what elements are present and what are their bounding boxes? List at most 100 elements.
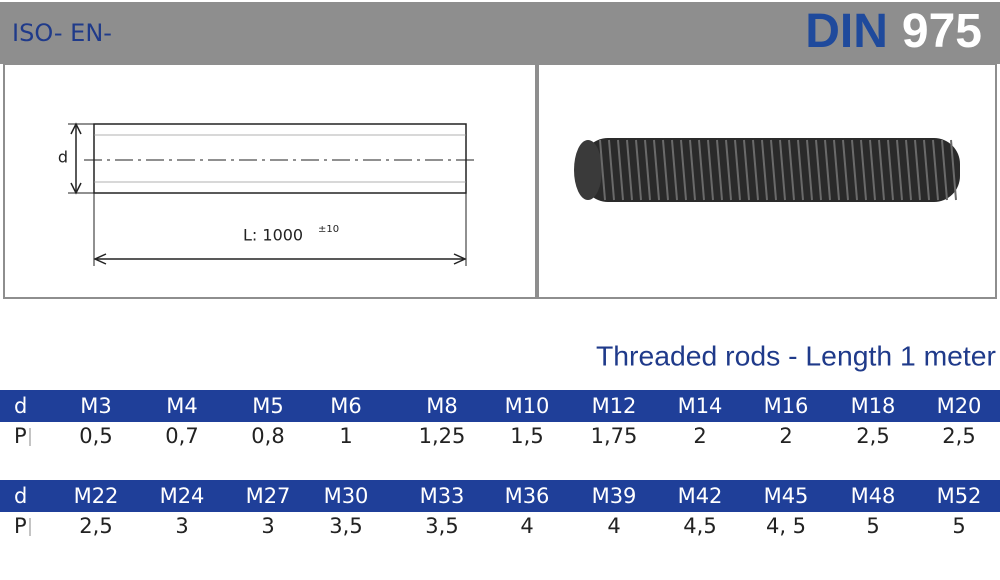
thread xyxy=(815,139,822,201)
subtitle: Threaded rods - Length 1 meter xyxy=(596,340,996,371)
thread xyxy=(941,139,948,201)
pitch-cell: 2,5 xyxy=(856,424,889,448)
thread xyxy=(752,139,759,201)
pitch-cell: 4, 5 xyxy=(766,514,806,538)
header-cell: M30 xyxy=(324,484,369,508)
pitch-cell: 3 xyxy=(175,514,188,538)
pitch-cell: P xyxy=(14,514,27,538)
standard-label: ISO- EN- xyxy=(12,19,112,47)
thread xyxy=(851,139,858,201)
header-cell: M16 xyxy=(764,394,809,418)
thread xyxy=(761,139,768,201)
header-row xyxy=(0,480,1000,512)
thread xyxy=(626,139,633,201)
pitch-cell: 3 xyxy=(261,514,274,538)
din-title: DIN 975 xyxy=(805,5,982,58)
pitch-cell: 0,5 xyxy=(79,424,112,448)
header-cell: M33 xyxy=(420,484,465,508)
thread xyxy=(716,139,723,201)
thread xyxy=(689,139,696,201)
pitch-cell: 1,25 xyxy=(419,424,466,448)
pitch-cell: 2 xyxy=(779,424,792,448)
header-cell: M20 xyxy=(937,394,982,418)
header-cell: M3 xyxy=(80,394,111,418)
pitch-cell: 1,75 xyxy=(591,424,638,448)
header-cell: M39 xyxy=(592,484,637,508)
pitch-cell: 5 xyxy=(952,514,965,538)
pitch-cell: 0,8 xyxy=(251,424,284,448)
header-cell: M22 xyxy=(74,484,119,508)
pitch-cell: P xyxy=(14,424,27,448)
pitch-cell: 1 xyxy=(339,424,352,448)
din-label: DIN xyxy=(805,5,888,58)
thread xyxy=(905,139,912,201)
header-cell: M10 xyxy=(505,394,550,418)
thread xyxy=(824,139,831,201)
header-cell: M4 xyxy=(166,394,197,418)
thread xyxy=(932,139,939,201)
header-cell: M27 xyxy=(246,484,291,508)
thread xyxy=(608,139,615,201)
length-label: L: 1000 xyxy=(243,226,303,245)
header-cell: M12 xyxy=(592,394,637,418)
thread xyxy=(617,139,624,201)
header-cell: M6 xyxy=(330,394,361,418)
thread xyxy=(869,139,876,201)
header-cell: d xyxy=(14,394,27,418)
thread xyxy=(914,139,921,201)
din-number: 975 xyxy=(902,5,982,58)
header-cell: M45 xyxy=(764,484,809,508)
thread xyxy=(833,139,840,201)
thread xyxy=(887,139,894,201)
pitch-cell: 2 xyxy=(693,424,706,448)
diameter-label: d xyxy=(58,148,68,167)
thread xyxy=(896,139,903,201)
header-cell: M24 xyxy=(160,484,205,508)
thread xyxy=(797,139,804,201)
header-cell: M42 xyxy=(678,484,723,508)
pitch-cell: 4,5 xyxy=(683,514,716,538)
pitch-cell: 4 xyxy=(607,514,620,538)
thread xyxy=(788,139,795,201)
thread xyxy=(770,139,777,201)
thread xyxy=(644,139,651,201)
thread xyxy=(860,139,867,201)
thread xyxy=(743,139,750,201)
thread xyxy=(734,139,741,201)
pitch-cell: 3,5 xyxy=(329,514,362,538)
pitch-cell: 4 xyxy=(520,514,533,538)
thread xyxy=(653,139,660,201)
thread xyxy=(950,139,957,201)
header-cell: M36 xyxy=(505,484,550,508)
thread xyxy=(635,139,642,201)
tolerance-label: ±10 xyxy=(318,224,339,235)
header-cell: M8 xyxy=(426,394,457,418)
pitch-cell: 0,7 xyxy=(165,424,198,448)
header-cell: d xyxy=(14,484,27,508)
header-cell: M48 xyxy=(851,484,896,508)
header-bar xyxy=(0,2,1000,64)
thread xyxy=(842,139,849,201)
pitch-cell: 2,5 xyxy=(79,514,112,538)
header-cell: M18 xyxy=(851,394,896,418)
technical-drawing xyxy=(68,122,478,266)
thread xyxy=(707,139,714,201)
tables: d M3 M4 M5 M6 M8 M10 M12 M14 M16 M18 M20 P 0,5 0,7 0,8 1… xyxy=(0,390,1000,538)
header-cell: M14 xyxy=(678,394,723,418)
thread xyxy=(599,139,606,201)
thread xyxy=(725,139,732,201)
thread xyxy=(806,139,813,201)
thread xyxy=(662,139,669,201)
thread xyxy=(698,139,705,201)
pitch-cell: 1,5 xyxy=(510,424,543,448)
pitch-cell: 2,5 xyxy=(942,424,975,448)
thread xyxy=(878,139,885,201)
pitch-cell: 3,5 xyxy=(425,514,458,538)
header-cell: M52 xyxy=(937,484,982,508)
thread xyxy=(779,139,786,201)
header-cell: M5 xyxy=(252,394,283,418)
thread xyxy=(671,139,678,201)
rod-photo xyxy=(574,138,960,202)
thread xyxy=(923,139,930,201)
